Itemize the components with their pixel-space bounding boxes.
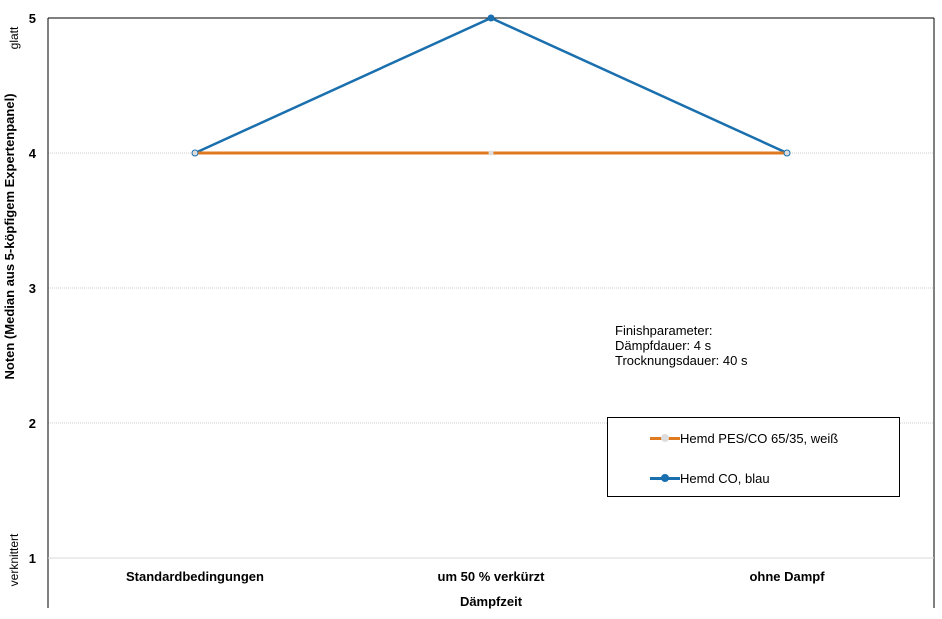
legend: Hemd PES/CO 65/35, weiß Hemd CO, blau	[607, 417, 900, 497]
annotation-line: Trocknungsdauer: 40 s	[615, 353, 748, 368]
data-point	[488, 150, 494, 156]
data-point	[784, 150, 790, 156]
y-tick-label: 2	[29, 416, 36, 431]
y-tick-labels: 1 2 3 4 5	[29, 11, 37, 566]
y-axis-title: Noten (Median aus 5-köpfigem Expertenpan…	[2, 93, 17, 379]
y-bottom-label: verknittert	[7, 533, 21, 586]
annotation-line: Dämpfdauer: 4 s	[615, 338, 712, 353]
legend-swatch-co	[650, 472, 680, 484]
axes	[47, 17, 935, 608]
data-point	[487, 14, 495, 22]
legend-swatch-pes-co	[650, 432, 680, 444]
legend-item-co: Hemd CO, blau	[650, 470, 770, 486]
finish-parameters-note: Finishparameter: Dämpfdauer: 4 s Trocknu…	[615, 323, 747, 368]
legend-label: Hemd CO, blau	[680, 470, 770, 486]
data-point	[192, 150, 198, 156]
x-category-label: um 50 % verkürzt	[438, 569, 546, 584]
annotation-line: Finishparameter:	[615, 323, 713, 338]
legend-item-pes-co: Hemd PES/CO 65/35, weiß	[650, 430, 838, 446]
x-category-labels: Standardbedingungen um 50 % verkürzt ohne …	[126, 569, 825, 584]
series-line	[194, 16, 788, 155]
y-tick-label: 1	[29, 551, 36, 566]
legend-label: Hemd PES/CO 65/35, weiß	[680, 430, 839, 446]
y-top-label: glatt	[7, 26, 21, 49]
x-category-label: ohne Dampf	[749, 569, 825, 584]
x-category-label: Standardbedingungen	[126, 569, 264, 584]
x-axis-title: Dämpfzeit	[460, 594, 523, 609]
series-lines	[191, 14, 791, 157]
gridlines	[48, 152, 934, 424]
y-tick-label: 4	[29, 146, 37, 161]
y-tick-label: 5	[29, 11, 36, 26]
y-tick-label: 3	[29, 281, 36, 296]
